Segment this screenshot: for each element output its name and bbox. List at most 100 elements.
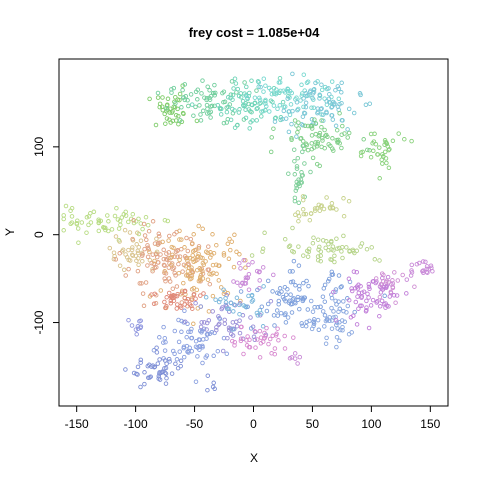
data-point	[61, 213, 66, 218]
data-point	[228, 117, 234, 123]
data-point	[259, 114, 264, 119]
data-point	[103, 225, 108, 231]
data-point	[247, 126, 252, 131]
data-point	[200, 343, 205, 349]
data-point	[309, 141, 314, 146]
data-point	[231, 309, 236, 314]
data-point	[211, 90, 216, 96]
data-point	[275, 106, 280, 112]
data-point	[205, 111, 210, 116]
data-point	[301, 96, 306, 101]
data-point	[268, 98, 274, 103]
data-point	[136, 244, 142, 250]
data-point	[131, 370, 137, 376]
data-point	[299, 173, 305, 178]
data-point	[249, 78, 254, 83]
data-point	[275, 290, 280, 296]
y-tick-label: 0	[32, 231, 46, 238]
data-point	[291, 258, 297, 264]
data-point	[267, 109, 272, 114]
data-point	[172, 231, 177, 237]
data-point	[224, 109, 230, 115]
data-point	[164, 251, 169, 256]
data-point	[324, 132, 329, 138]
data-point	[276, 302, 281, 307]
data-point	[69, 205, 75, 211]
x-tick-label: 150	[420, 417, 440, 431]
data-point	[172, 328, 178, 334]
data-point	[330, 272, 336, 277]
data-point	[310, 95, 315, 101]
data-point	[212, 82, 217, 88]
data-point	[154, 345, 159, 350]
data-point	[308, 88, 313, 93]
data-point	[161, 340, 166, 345]
data-point	[208, 115, 213, 120]
data-point	[277, 103, 283, 108]
data-point	[323, 318, 329, 324]
data-point	[146, 362, 152, 368]
data-point	[316, 247, 321, 252]
data-point	[329, 269, 335, 275]
data-point	[296, 218, 301, 224]
data-point	[180, 87, 185, 93]
data-point	[257, 355, 263, 360]
data-point	[305, 79, 311, 84]
data-point	[386, 279, 391, 285]
data-point	[381, 272, 386, 278]
data-point	[262, 230, 267, 236]
data-point	[191, 285, 197, 291]
data-point	[371, 148, 376, 154]
data-point	[355, 294, 360, 299]
data-point	[337, 101, 342, 107]
data-point	[105, 213, 110, 218]
data-point	[377, 145, 382, 150]
data-point	[139, 253, 145, 258]
data-point	[189, 335, 194, 341]
data-point	[303, 100, 309, 106]
data-point	[273, 91, 279, 97]
data-point	[142, 246, 147, 252]
data-point	[341, 196, 346, 201]
data-point	[337, 141, 342, 146]
data-point	[176, 113, 181, 119]
data-point	[157, 335, 162, 340]
data-point	[198, 112, 203, 117]
data-point	[225, 95, 231, 100]
data-point	[382, 293, 387, 299]
data-point	[300, 296, 306, 302]
data-point	[224, 304, 229, 309]
data-point	[170, 286, 176, 291]
data-point	[309, 117, 315, 122]
data-point	[175, 302, 180, 307]
data-point	[126, 317, 131, 323]
data-point	[170, 118, 176, 124]
data-point	[205, 387, 210, 393]
data-point	[336, 96, 342, 102]
data-point	[147, 249, 152, 255]
data-point	[297, 306, 302, 312]
data-point	[135, 230, 140, 236]
data-point	[199, 266, 204, 271]
data-point	[295, 210, 301, 215]
data-point	[364, 246, 370, 252]
data-point	[305, 147, 311, 153]
data-point	[175, 248, 180, 254]
data-point	[131, 218, 136, 223]
data-point	[142, 233, 148, 238]
data-point	[308, 211, 314, 216]
data-point	[310, 240, 316, 246]
data-point	[134, 332, 139, 337]
data-point	[290, 225, 295, 231]
data-point	[155, 240, 161, 246]
data-point	[412, 284, 417, 289]
data-point	[315, 237, 321, 242]
data-point	[210, 384, 216, 390]
data-point	[339, 284, 344, 289]
data-point	[158, 252, 163, 257]
data-point	[203, 249, 209, 255]
data-point	[162, 217, 168, 223]
data-point	[257, 307, 263, 313]
data-point	[246, 344, 252, 350]
data-point	[197, 277, 203, 282]
